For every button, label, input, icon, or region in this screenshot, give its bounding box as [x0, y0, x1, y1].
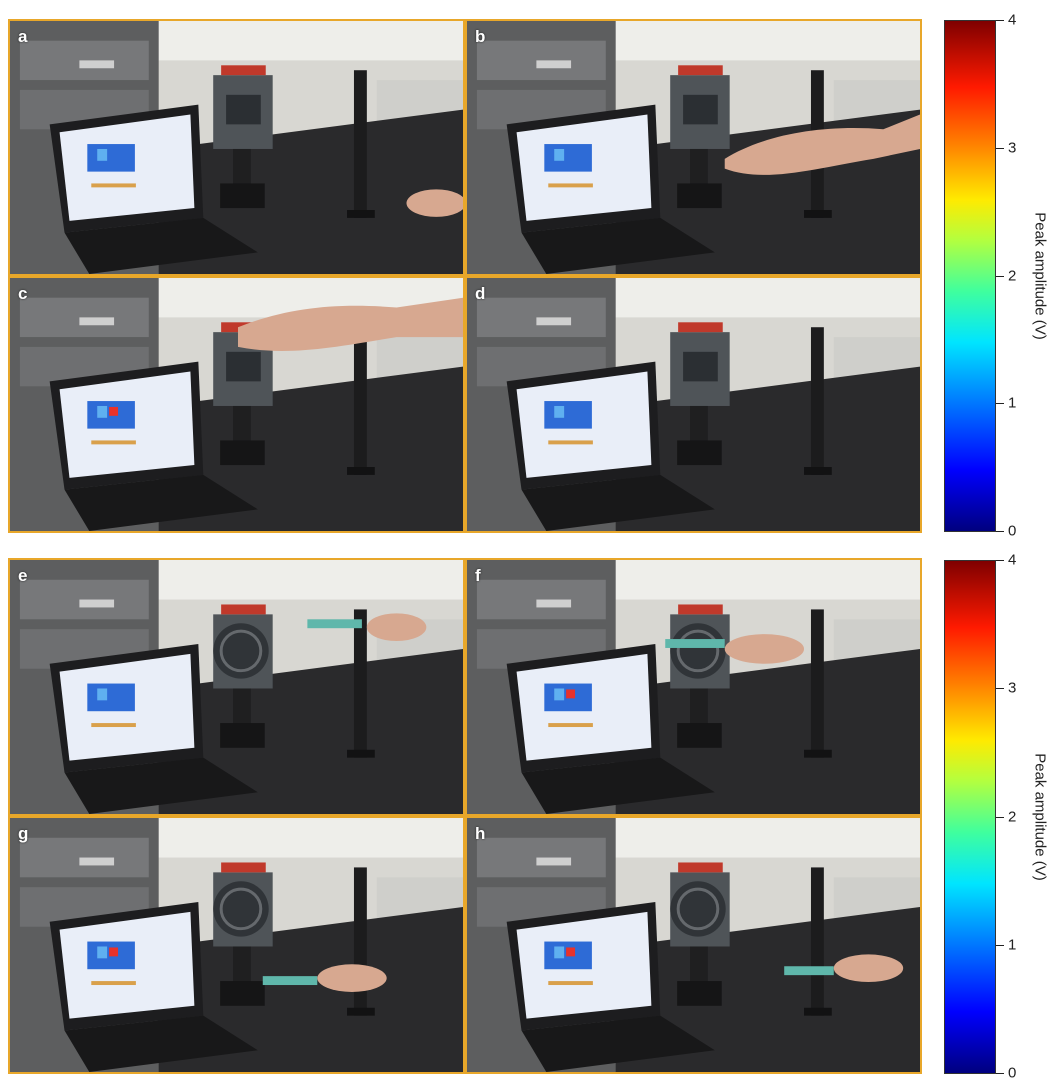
- colorbar-tick-label: 4: [1008, 11, 1017, 29]
- photo-panel-d: d: [465, 276, 922, 533]
- panel-label: e: [18, 566, 28, 585]
- colorbar-title: Peak amplitude (V): [1031, 212, 1049, 340]
- lab-photo: [467, 560, 920, 814]
- colorbar-gradient: [944, 560, 996, 1074]
- colorbar-tick-label: 1: [1008, 936, 1017, 954]
- photo-panel-c: c: [8, 276, 465, 533]
- colorbar-tick: [996, 531, 1004, 532]
- panel-label: f: [475, 566, 481, 585]
- colorbar-tick: [996, 147, 1004, 149]
- panel-label: h: [475, 824, 486, 843]
- panel-label: a: [18, 27, 28, 46]
- panel-label: c: [18, 284, 28, 303]
- lab-photo: [10, 278, 463, 531]
- colorbar-tick-label: 2: [1008, 808, 1017, 825]
- panel-label: b: [475, 27, 486, 46]
- lab-photo: [467, 818, 920, 1072]
- photo-panel-h: h: [465, 816, 922, 1074]
- colorbar-tick: [996, 20, 1004, 21]
- lab-photo: [10, 560, 463, 814]
- colorbar-bottom: 0 1 2 3 4 Peak amplitude (V): [944, 552, 1051, 1082]
- colorbar-tick-label: 0: [1008, 522, 1017, 540]
- colorbar-tick: [996, 560, 1004, 561]
- photo-panel-b: b: [465, 19, 922, 276]
- colorbar-gradient: [944, 20, 996, 532]
- colorbar-tick-label: 4: [1008, 551, 1017, 569]
- panel-label: g: [18, 824, 29, 843]
- photo-panel-g: g: [8, 816, 465, 1074]
- colorbar-tick: [996, 403, 1004, 405]
- photo-panel-a: a: [8, 19, 465, 276]
- colorbar-tick: [996, 275, 1004, 277]
- colorbar-tick: [996, 944, 1004, 946]
- lab-photo: [467, 21, 920, 274]
- colorbar-tick-label: 0: [1008, 1064, 1017, 1082]
- photo-panel-f: f: [465, 558, 922, 816]
- panel-label: d: [475, 284, 486, 303]
- lab-photo: [467, 278, 920, 531]
- colorbar-tick-label: 1: [1008, 394, 1017, 412]
- colorbar-title: Peak amplitude (V): [1031, 753, 1049, 881]
- colorbar-tick: [996, 816, 1004, 818]
- photo-grid-top: a b c d: [8, 19, 922, 533]
- lab-photo: [10, 818, 463, 1072]
- photo-panel-e: e: [8, 558, 465, 816]
- photo-grid-bottom: e f g h: [8, 558, 922, 1074]
- colorbar-tick: [996, 1073, 1004, 1074]
- colorbar-tick-label: 3: [1008, 139, 1017, 157]
- colorbar-tick: [996, 688, 1004, 690]
- lab-photo: [10, 21, 463, 274]
- colorbar-top: 0 1 2 3 4 Peak amplitude (V): [944, 12, 1051, 540]
- colorbar-tick-label: 3: [1008, 679, 1017, 697]
- colorbar-tick-label: 2: [1008, 267, 1017, 284]
